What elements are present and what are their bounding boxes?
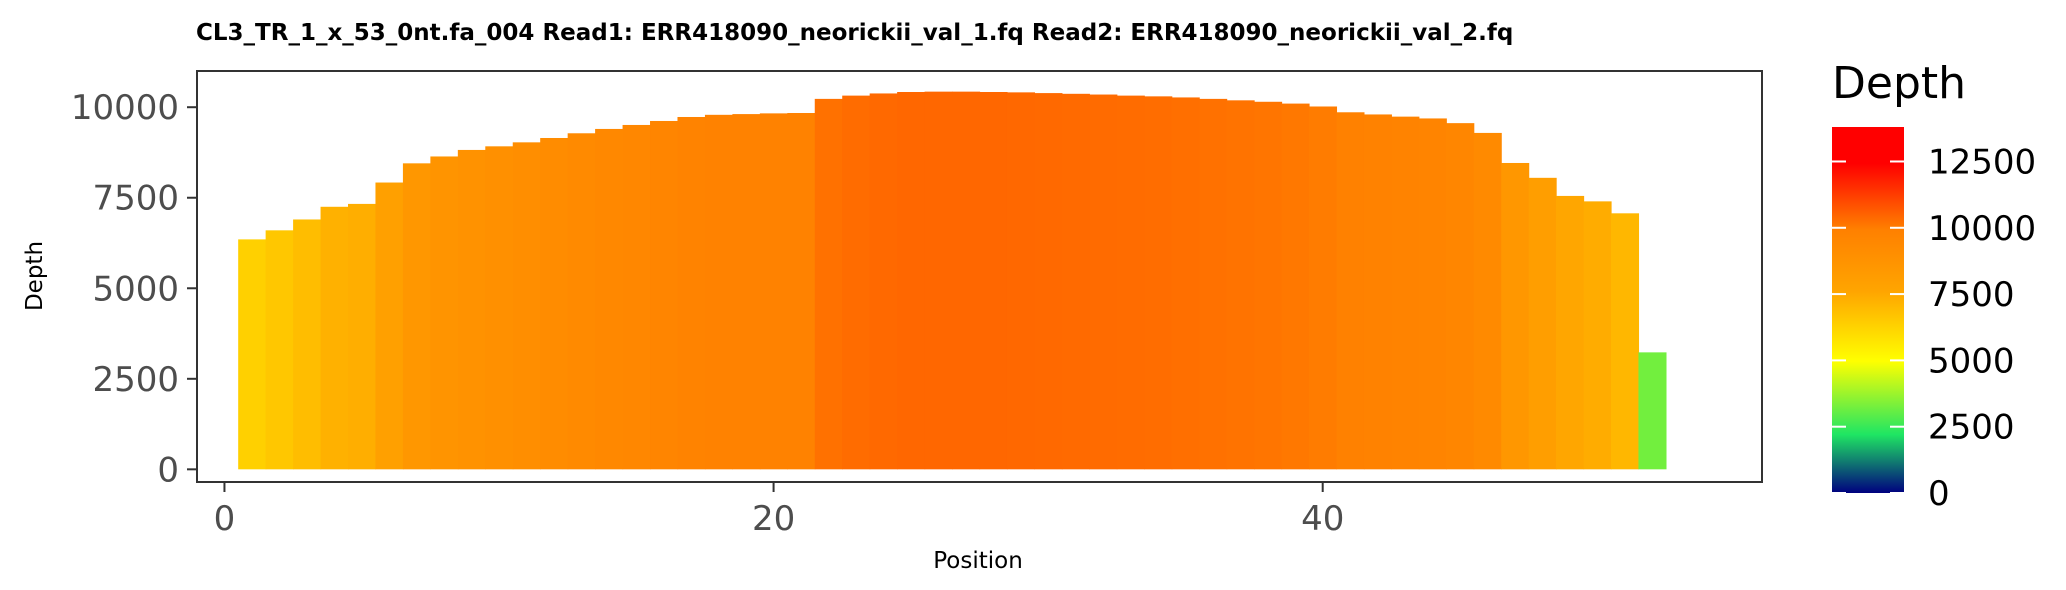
legend-tick-label: 5000 (1928, 341, 2015, 381)
bar-position-6 (375, 182, 404, 470)
legend-ticks: 0 2500 5000 7500 10000 12500 (1832, 142, 2036, 514)
chart-title: CL3_TR_1_x_53_0nt.fa_004 Read1: ERR41809… (196, 20, 1513, 46)
bar-position-28 (979, 92, 1008, 470)
bar-position-33 (1116, 95, 1145, 470)
legend-colorbar (1832, 127, 1904, 493)
bar-position-16 (650, 120, 679, 470)
x-tick-label: 20 (752, 499, 795, 539)
bar-position-49 (1556, 195, 1585, 470)
y-tick-label: 7500 (92, 179, 179, 219)
bar-position-43 (1391, 116, 1420, 470)
x-axis: 0 20 40 (214, 482, 1344, 539)
legend-tick-label: 12500 (1928, 142, 2036, 182)
bar-position-45 (1446, 123, 1475, 470)
y-tick-label: 5000 (92, 269, 179, 309)
bar-position-51 (1610, 213, 1640, 470)
bar-position-15 (622, 124, 651, 470)
bar-position-38 (1254, 101, 1283, 470)
bar-position-48 (1528, 177, 1557, 470)
bar-position-40 (1308, 106, 1338, 470)
bar-position-26 (924, 91, 953, 470)
bar-position-2 (265, 230, 294, 470)
bars (238, 91, 1667, 470)
bar-position-50 (1583, 201, 1612, 470)
bar-position-21 (787, 113, 816, 470)
y-tick-label: 2500 (92, 360, 179, 400)
bar-position-4 (320, 206, 349, 470)
bar-position-52 (1638, 352, 1667, 470)
bar-position-12 (540, 137, 569, 470)
bar-position-5 (348, 203, 377, 470)
bar-position-18 (704, 114, 733, 470)
bar-position-34 (1144, 96, 1173, 470)
bar-position-32 (1089, 94, 1118, 470)
bar-position-11 (512, 142, 541, 470)
plot-border (196, 70, 1763, 483)
bar-position-30 (1034, 93, 1063, 470)
bar-position-44 (1418, 118, 1447, 470)
bar-position-24 (869, 93, 898, 470)
bar-position-47 (1501, 162, 1530, 470)
bar-position-14 (595, 128, 624, 470)
y-axis-label: Depth (22, 241, 48, 311)
bar-position-25 (897, 92, 926, 470)
bar-position-8 (430, 156, 459, 470)
bar-position-29 (1006, 92, 1036, 470)
bar-position-3 (293, 219, 322, 470)
bar-position-46 (1473, 132, 1502, 470)
plot-area (196, 70, 1763, 483)
y-tick-label: 10000 (71, 88, 179, 128)
bar-position-39 (1281, 103, 1310, 470)
y-axis: 0 2500 5000 7500 10000 (71, 88, 197, 490)
x-axis-label: Position (933, 548, 1023, 574)
x-tick-label: 40 (1301, 499, 1344, 539)
legend-tick-label: 2500 (1928, 408, 2015, 448)
bar-position-36 (1199, 98, 1228, 470)
bar-position-13 (567, 133, 596, 470)
legend-title: Depth (1832, 58, 1966, 109)
bar-position-23 (842, 95, 871, 470)
bar-position-17 (677, 116, 706, 470)
legend-tick-label: 10000 (1928, 209, 2036, 249)
bar-position-22 (814, 98, 843, 470)
bar-position-20 (759, 113, 788, 470)
bar-position-31 (1061, 93, 1090, 470)
bar-position-7 (402, 163, 431, 470)
x-tick-label: 0 (214, 499, 236, 539)
bar-position-37 (1226, 100, 1255, 470)
bar-position-10 (485, 146, 514, 470)
bar-position-27 (952, 91, 981, 470)
bar-position-35 (1171, 97, 1200, 470)
legend-tick-label: 7500 (1928, 275, 2015, 315)
bar-position-19 (732, 114, 761, 470)
legend: Depth 0 2500 5000 7500 10000 12500 (1832, 58, 2036, 514)
bar-position-42 (1363, 114, 1392, 470)
bar-position-9 (457, 149, 486, 470)
legend-tick-label: 0 (1928, 474, 1950, 514)
bar-position-41 (1336, 112, 1365, 470)
bar-position-1 (238, 239, 267, 470)
y-tick-label: 0 (157, 450, 179, 490)
